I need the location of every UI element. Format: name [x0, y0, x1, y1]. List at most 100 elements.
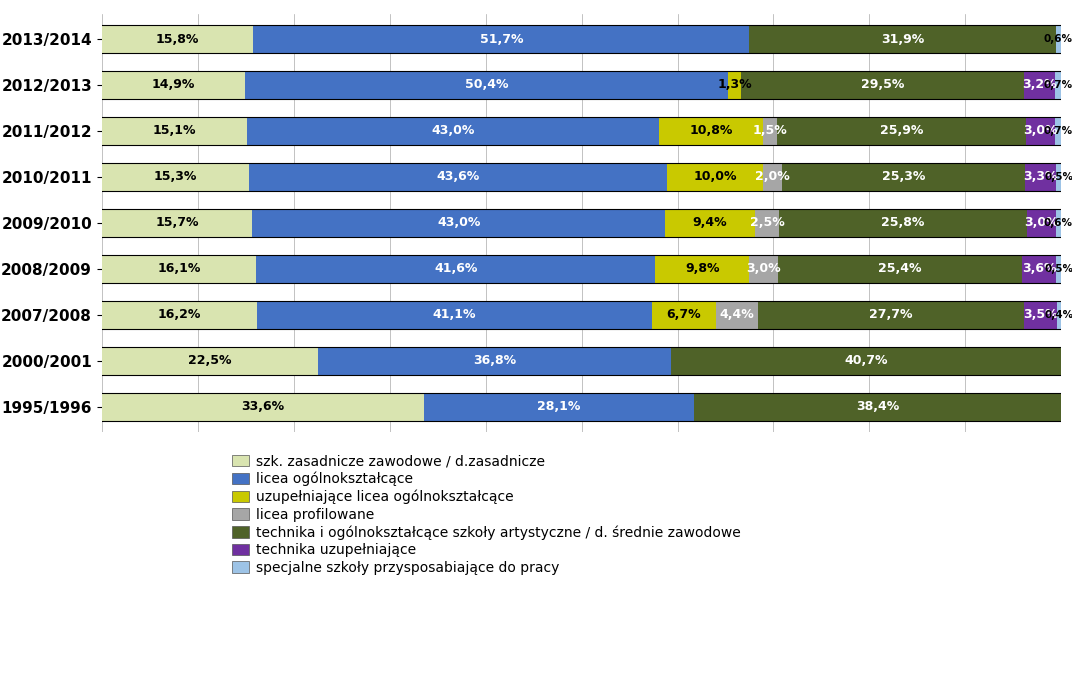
- Bar: [778, 255, 1022, 283]
- Text: 16,1%: 16,1%: [158, 263, 200, 276]
- Text: 0,6%: 0,6%: [1044, 34, 1072, 44]
- Text: 10,0%: 10,0%: [694, 170, 736, 183]
- Bar: [425, 393, 694, 421]
- Bar: [102, 209, 253, 237]
- Text: 29,5%: 29,5%: [861, 78, 904, 91]
- Text: 1,5%: 1,5%: [753, 124, 788, 137]
- Text: 1,3%: 1,3%: [717, 78, 751, 91]
- Text: 41,1%: 41,1%: [433, 309, 476, 322]
- Text: 25,9%: 25,9%: [880, 124, 923, 137]
- Bar: [102, 255, 256, 283]
- Bar: [728, 71, 741, 99]
- Text: 0,7%: 0,7%: [1043, 80, 1072, 90]
- Bar: [777, 117, 1026, 145]
- Text: 3,0%: 3,0%: [1023, 124, 1057, 137]
- Bar: [247, 117, 659, 145]
- Bar: [102, 301, 257, 329]
- Text: 2,5%: 2,5%: [749, 217, 785, 229]
- Bar: [317, 347, 671, 375]
- Text: 43,0%: 43,0%: [437, 217, 480, 229]
- Text: 33,6%: 33,6%: [241, 401, 284, 414]
- Text: 3,5%: 3,5%: [1024, 309, 1058, 322]
- Bar: [741, 71, 1024, 99]
- Text: 22,5%: 22,5%: [188, 355, 232, 368]
- Text: 25,4%: 25,4%: [878, 263, 922, 276]
- Text: 9,4%: 9,4%: [693, 217, 728, 229]
- Text: 16,2%: 16,2%: [158, 309, 202, 322]
- Legend: szk. zasadnicze zawodowe / d.zasadnicze, licea ogólnokształcące, uzupełniające l: szk. zasadnicze zawodowe / d.zasadnicze,…: [226, 449, 746, 580]
- Bar: [1025, 163, 1057, 191]
- Text: 2,0%: 2,0%: [755, 170, 790, 183]
- Bar: [755, 209, 779, 237]
- Bar: [1057, 163, 1061, 191]
- Bar: [1056, 25, 1061, 53]
- Bar: [1055, 117, 1061, 145]
- Bar: [253, 25, 749, 53]
- Text: 43,6%: 43,6%: [436, 170, 479, 183]
- Text: 15,8%: 15,8%: [155, 32, 199, 45]
- Text: 43,0%: 43,0%: [431, 124, 475, 137]
- Bar: [1026, 117, 1055, 145]
- Text: 3,0%: 3,0%: [746, 263, 781, 276]
- Bar: [257, 301, 652, 329]
- Bar: [779, 209, 1027, 237]
- Bar: [102, 347, 317, 375]
- Text: 0,5%: 0,5%: [1044, 172, 1072, 182]
- Text: 3,2%: 3,2%: [1022, 78, 1057, 91]
- Text: 0,7%: 0,7%: [1043, 126, 1072, 136]
- Bar: [763, 163, 783, 191]
- Bar: [1027, 209, 1056, 237]
- Text: 3,0%: 3,0%: [1024, 217, 1058, 229]
- Text: 40,7%: 40,7%: [845, 355, 888, 368]
- Text: 15,7%: 15,7%: [155, 217, 199, 229]
- Text: 27,7%: 27,7%: [869, 309, 912, 322]
- Text: 6,7%: 6,7%: [667, 309, 701, 322]
- Text: 10,8%: 10,8%: [689, 124, 733, 137]
- Text: 28,1%: 28,1%: [537, 401, 581, 414]
- Bar: [694, 393, 1062, 421]
- Bar: [1056, 209, 1061, 237]
- Text: 25,3%: 25,3%: [882, 170, 925, 183]
- Text: 3,3%: 3,3%: [1024, 170, 1058, 183]
- Bar: [652, 301, 716, 329]
- Bar: [665, 209, 755, 237]
- Bar: [249, 163, 667, 191]
- Bar: [1022, 255, 1057, 283]
- Bar: [671, 347, 1061, 375]
- Bar: [763, 117, 777, 145]
- Bar: [749, 25, 1056, 53]
- Text: 3,6%: 3,6%: [1022, 263, 1057, 276]
- Bar: [1055, 71, 1061, 99]
- Text: 0,6%: 0,6%: [1044, 218, 1072, 228]
- Text: 15,1%: 15,1%: [152, 124, 196, 137]
- Text: 14,9%: 14,9%: [151, 78, 195, 91]
- Bar: [716, 301, 758, 329]
- Bar: [758, 301, 1024, 329]
- Bar: [1057, 301, 1061, 329]
- Bar: [1024, 71, 1055, 99]
- Text: 25,8%: 25,8%: [881, 217, 925, 229]
- Bar: [667, 163, 763, 191]
- Bar: [655, 255, 749, 283]
- Bar: [102, 25, 253, 53]
- Bar: [244, 71, 728, 99]
- Text: 36,8%: 36,8%: [473, 355, 516, 368]
- Bar: [102, 163, 249, 191]
- Bar: [783, 163, 1025, 191]
- Bar: [256, 255, 655, 283]
- Bar: [1057, 255, 1061, 283]
- Bar: [102, 117, 247, 145]
- Text: 31,9%: 31,9%: [881, 32, 924, 45]
- Text: 15,3%: 15,3%: [153, 170, 197, 183]
- Text: 9,8%: 9,8%: [685, 263, 719, 276]
- Text: 0,5%: 0,5%: [1044, 264, 1072, 274]
- Bar: [102, 71, 244, 99]
- Text: 41,6%: 41,6%: [434, 263, 477, 276]
- Bar: [253, 209, 665, 237]
- Bar: [749, 255, 778, 283]
- Bar: [659, 117, 763, 145]
- Bar: [1024, 301, 1057, 329]
- Text: 38,4%: 38,4%: [857, 401, 899, 414]
- Text: 4,4%: 4,4%: [719, 309, 755, 322]
- Text: 51,7%: 51,7%: [479, 32, 523, 45]
